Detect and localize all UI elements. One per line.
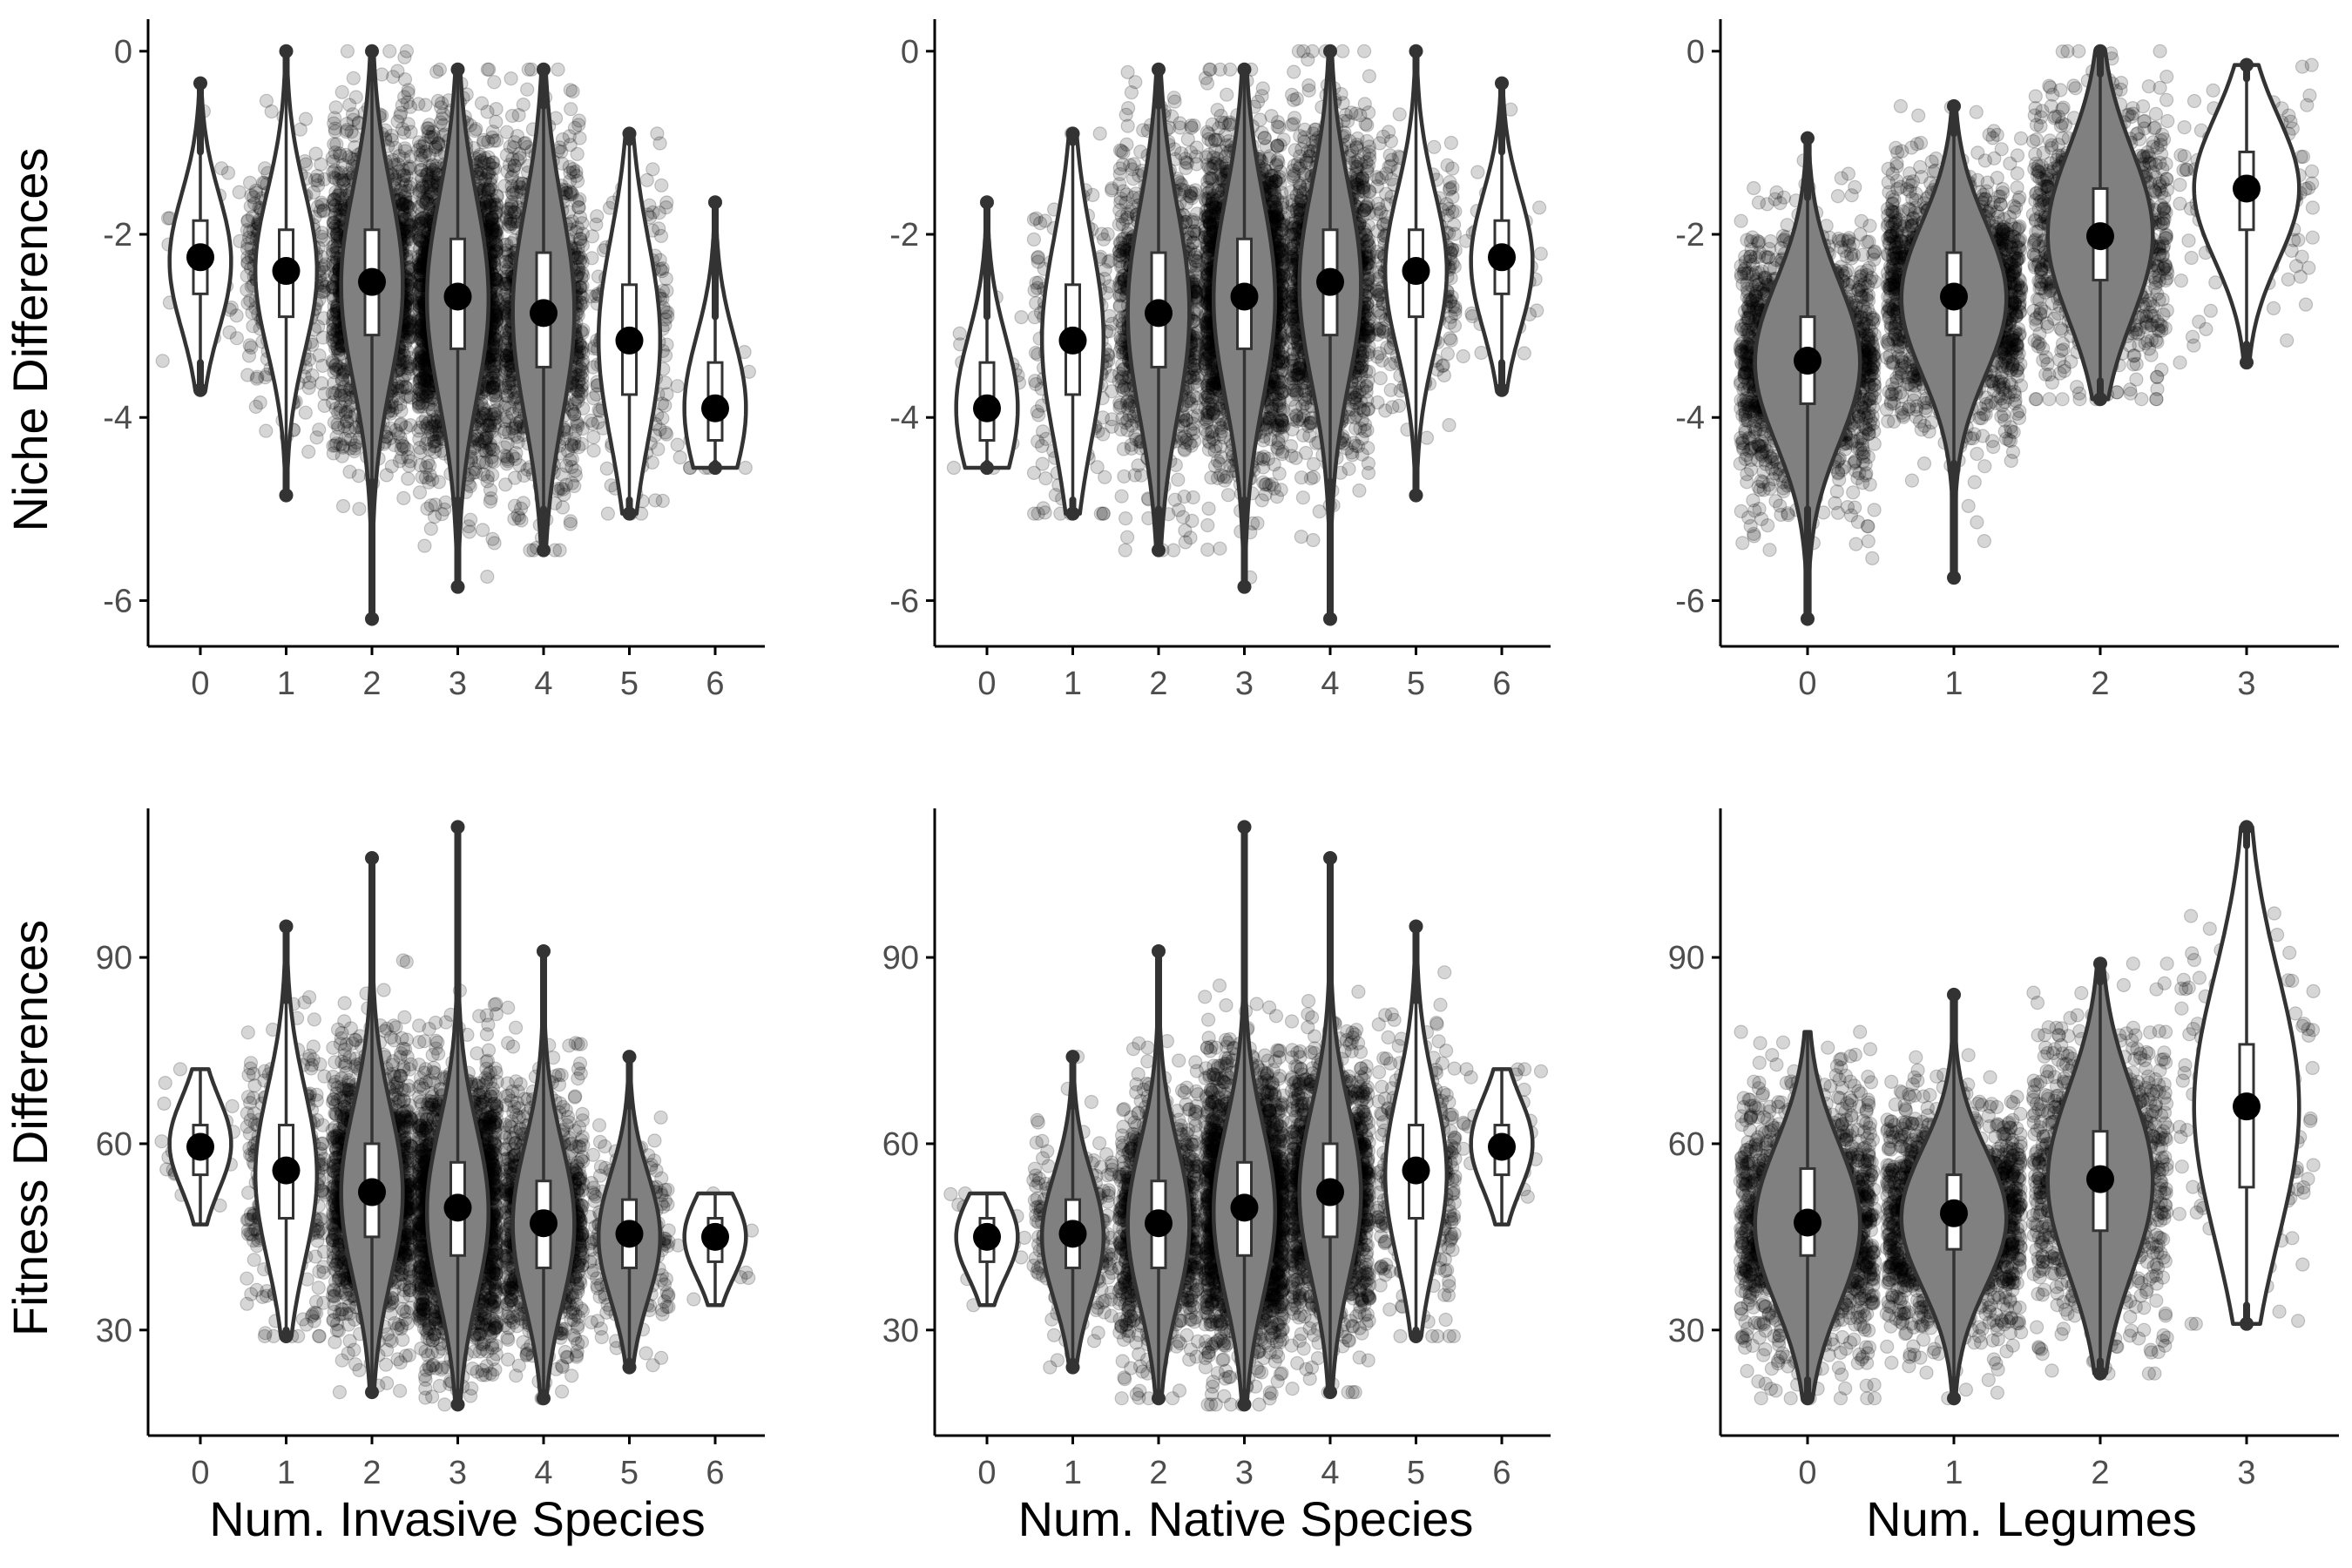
data-point [347, 71, 360, 84]
data-point [335, 375, 348, 388]
data-point [312, 320, 325, 333]
data-point [259, 162, 272, 175]
data-point [398, 126, 411, 139]
data-point [215, 162, 228, 175]
data-point [383, 44, 396, 57]
data-point [308, 173, 321, 186]
data-point [240, 269, 253, 282]
data-point [253, 396, 267, 409]
data-point [244, 294, 257, 307]
data-point [299, 406, 312, 419]
data-point [395, 98, 409, 112]
data-point [328, 416, 341, 429]
data-point [247, 320, 260, 333]
data-point [397, 491, 410, 504]
data-point [387, 71, 400, 84]
data-point [399, 145, 412, 158]
data-point [383, 432, 396, 445]
data-point [401, 443, 414, 456]
data-point [337, 500, 350, 513]
data-point [260, 424, 273, 437]
data-point [402, 84, 415, 97]
data-point [328, 146, 341, 159]
data-point [156, 355, 169, 368]
data-point [300, 112, 313, 125]
data-point [245, 189, 258, 202]
data-point [481, 63, 494, 76]
data-point [302, 382, 315, 395]
data-point [329, 101, 342, 114]
data-point [399, 421, 412, 434]
data-point [488, 537, 501, 550]
data-point [260, 94, 273, 107]
data-point [353, 503, 366, 516]
data-point [335, 85, 348, 98]
data-point [341, 118, 354, 131]
data-point [243, 339, 256, 352]
data-point [380, 469, 393, 482]
data-point [403, 160, 416, 173]
data-point [233, 186, 246, 199]
data-point [223, 326, 236, 339]
data-point [352, 470, 365, 483]
data-point [244, 176, 257, 189]
data-point [343, 98, 356, 112]
data-point [327, 216, 340, 229]
data-point [344, 442, 357, 455]
data-point [400, 44, 413, 57]
data-point [402, 472, 415, 485]
data-point [328, 125, 341, 138]
data-point [313, 349, 326, 362]
data-point [327, 447, 340, 460]
data-point [395, 198, 409, 211]
data-point [393, 455, 406, 468]
data-point [341, 44, 354, 57]
data-point [313, 423, 326, 436]
data-point [302, 445, 315, 458]
